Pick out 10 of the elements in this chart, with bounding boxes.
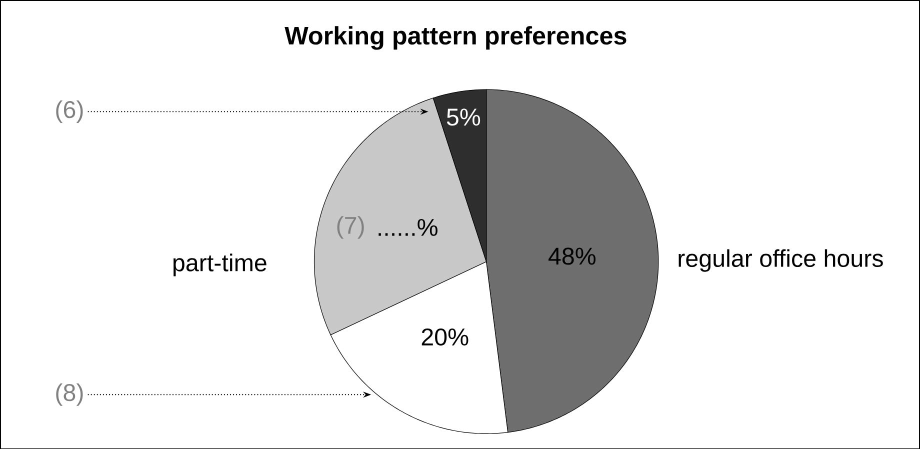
text: (8) (56, 383, 83, 406)
slice-label: regular office hours (678, 249, 883, 272)
slice-label: part-time (174, 253, 266, 276)
data-label: 48% (548, 247, 596, 265)
data-label: 20% (422, 328, 468, 346)
data-label: ......% (378, 218, 438, 236)
text: (6) (56, 100, 83, 123)
data-label: 5% (446, 108, 480, 126)
chart-title: Working pattern preferences (284, 26, 626, 50)
text: (7) (337, 216, 364, 239)
